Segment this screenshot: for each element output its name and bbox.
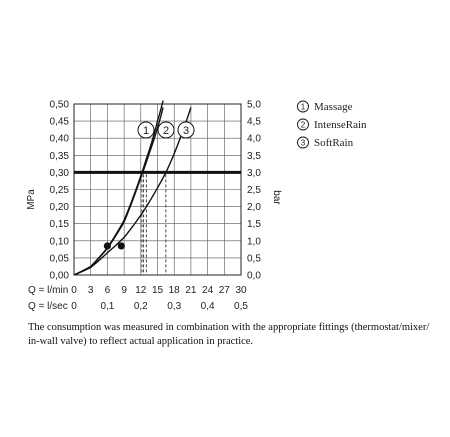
y-left-tick-label: 0,45 bbox=[50, 117, 70, 128]
y-right-tick-label: 2,5 bbox=[247, 185, 261, 196]
x-row-label: Q = l/sec bbox=[28, 301, 68, 312]
x-tick-label: 0,5 bbox=[234, 301, 248, 312]
x-tick-label: 24 bbox=[202, 285, 214, 296]
legend-marker-number: 2 bbox=[301, 121, 306, 130]
x-tick-label: 12 bbox=[135, 285, 147, 296]
x-tick-label: 0 bbox=[71, 301, 77, 312]
curve-marker-circle bbox=[177, 121, 195, 139]
y-left-axis-label: MPa bbox=[26, 189, 37, 210]
y-left-tick-label: 0,25 bbox=[50, 185, 70, 196]
x-tick-label: 0 bbox=[71, 285, 77, 296]
x-tick-label: 9 bbox=[121, 285, 127, 296]
curve-marker-circle bbox=[137, 121, 155, 139]
y-left-tick-label: 0,30 bbox=[50, 168, 70, 179]
y-right-tick-label: 2,0 bbox=[247, 202, 261, 213]
x-tick-label: 0,1 bbox=[100, 301, 114, 312]
legend-marker-circle bbox=[297, 118, 309, 131]
axes: 0,000,050,100,150,200,250,300,350,400,45… bbox=[26, 100, 282, 313]
y-right-tick-label: 5,0 bbox=[247, 100, 261, 111]
x-tick-label: 6 bbox=[105, 285, 111, 296]
y-left-tick-label: 0,00 bbox=[50, 271, 70, 282]
x-tick-label: 18 bbox=[169, 285, 181, 296]
x-tick-label: 27 bbox=[219, 285, 231, 296]
curve-marker-number: 3 bbox=[183, 125, 189, 137]
x-row-label: Q = l/min bbox=[28, 285, 68, 296]
y-left-tick-label: 0,15 bbox=[50, 219, 70, 230]
y-left-tick-label: 0,10 bbox=[50, 236, 70, 247]
curve-marker-number: 2 bbox=[163, 125, 169, 137]
y-right-tick-label: 0,5 bbox=[247, 253, 261, 264]
series-curve-intenserain bbox=[74, 107, 164, 275]
x-tick-label: 21 bbox=[185, 285, 197, 296]
y-left-tick-label: 0,20 bbox=[50, 202, 70, 213]
y-right-tick-label: 4,5 bbox=[247, 117, 261, 128]
curve-markers: 1 2 3 bbox=[137, 121, 195, 139]
x-tick-label: 0,4 bbox=[201, 301, 215, 312]
legend-entry-label: SoftRain bbox=[314, 137, 354, 149]
y-left-tick-label: 0,40 bbox=[50, 134, 70, 145]
y-right-tick-label: 0,0 bbox=[247, 271, 261, 282]
y-right-tick-label: 1,5 bbox=[247, 219, 261, 230]
legend-entry-label: Massage bbox=[314, 101, 353, 113]
data-point-dot bbox=[117, 242, 125, 250]
plot-frame bbox=[73, 103, 242, 276]
legend-marker-circle bbox=[297, 100, 309, 113]
legend-marker-number: 3 bbox=[301, 139, 306, 148]
legend-marker-number: 1 bbox=[301, 103, 306, 112]
legend: 1 Massage 2 IntenseRain 3 SoftRain bbox=[297, 100, 367, 149]
y-right-tick-label: 3,0 bbox=[247, 168, 261, 179]
x-tick-label: 0,2 bbox=[134, 301, 148, 312]
x-tick-label: 30 bbox=[235, 285, 247, 296]
y-right-axis-label: bar bbox=[271, 190, 282, 205]
x-tick-label: 3 bbox=[88, 285, 94, 296]
curve-marker-number: 1 bbox=[143, 125, 149, 137]
series-curve-softrain bbox=[74, 107, 192, 275]
curve-marker-circle bbox=[157, 121, 175, 139]
y-left-tick-label: 0,50 bbox=[50, 100, 70, 111]
y-left-tick-label: 0,05 bbox=[50, 253, 70, 264]
footnote: The consumption was measured in combinat… bbox=[28, 322, 430, 347]
legend-marker-circle bbox=[297, 136, 309, 149]
y-right-tick-label: 4,0 bbox=[247, 134, 261, 145]
y-right-tick-label: 3,5 bbox=[247, 151, 261, 162]
data-point-dot bbox=[103, 242, 111, 250]
y-right-tick-label: 1,0 bbox=[247, 236, 261, 247]
chart-svg: 0,000,050,100,150,200,250,300,350,400,45… bbox=[26, 100, 367, 313]
legend-entry-label: IntenseRain bbox=[314, 119, 367, 131]
x-tick-label: 15 bbox=[152, 285, 164, 296]
x-tick-label: 0,3 bbox=[167, 301, 181, 312]
y-left-tick-label: 0,35 bbox=[50, 151, 70, 162]
series bbox=[74, 100, 241, 275]
